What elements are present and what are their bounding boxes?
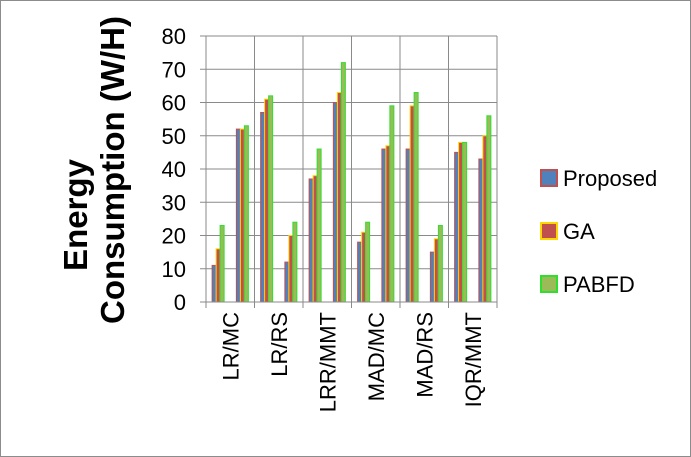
y-tick-label: 20 (162, 224, 186, 249)
y-tick-label: 30 (162, 190, 186, 215)
x-tick-label: IQR/MMT (461, 312, 486, 407)
bar-ga-iqr-mc (433, 238, 439, 303)
y-tick-label: 50 (162, 124, 186, 149)
bar-ga-iqr-mmt (458, 141, 464, 303)
bar-proposed-mad-mc (357, 241, 363, 303)
y-tick-label: 70 (162, 57, 186, 82)
bar-ga-mad-rs (409, 105, 415, 303)
legend-swatch-ga (540, 222, 558, 240)
y-tick-label: 0 (174, 290, 186, 315)
y-tick-label: 10 (162, 257, 186, 282)
legend-label-proposed: Proposed (563, 166, 657, 191)
x-tick-label: LRR/MMT (315, 312, 340, 412)
bar-proposed-mad-mu (332, 102, 338, 303)
bar-ga-lr-mc (215, 248, 221, 303)
bar-ga-lr-rs (264, 98, 270, 303)
bar-ga-lrr-mmt (312, 175, 318, 303)
bar-proposed-lr-rs (260, 111, 266, 303)
x-tick-label: MAD/MC (364, 312, 389, 401)
y-tick-label: 80 (162, 24, 186, 49)
bar-ga-lr-mu (239, 128, 245, 303)
bar-proposed-iqr-rs (478, 158, 484, 303)
bar-proposed-lr-mc (211, 264, 217, 303)
bar-pabfd-iqr-mmt (462, 141, 468, 303)
bar-pabfd-iqr-mc (437, 225, 443, 303)
legend-swatch-pabfd (540, 275, 558, 293)
bar-proposed-mad-rs (405, 148, 411, 303)
bar-pabfd-lrr-mmt (316, 148, 322, 303)
bar-pabfd-lrr-mc (292, 221, 298, 303)
x-tick-label: MAD/RS (412, 312, 437, 398)
bar-proposed-lr-mu (235, 128, 241, 303)
bar-pabfd-lr-mu (243, 125, 249, 303)
bar-ga-mad-mmt (385, 145, 391, 303)
x-tick-label: LR/RS (267, 312, 292, 377)
x-tick-label: LR/MC (218, 312, 243, 381)
bar-proposed-mad-mmt (381, 148, 387, 303)
legend-label-pabfd: PABFD (563, 272, 635, 297)
y-tick-label: 40 (162, 157, 186, 182)
bar-proposed-iqr-mc (429, 251, 435, 303)
bar-proposed-lrr-mmt (308, 178, 314, 303)
bar-pabfd-mad-mc (365, 221, 371, 303)
bar-pabfd-lr-mc (219, 225, 225, 303)
legend-swatch-proposed (540, 169, 558, 187)
bar-ga-mad-mc (361, 231, 367, 303)
bar-proposed-lrr-mc (284, 261, 290, 303)
bar-pabfd-iqr-rs (486, 115, 492, 303)
bar-pabfd-mad-mmt (389, 105, 395, 303)
bar-pabfd-lr-rs (268, 95, 274, 303)
bar-ga-lrr-mc (288, 235, 294, 303)
bar-ga-iqr-rs (482, 135, 488, 303)
bar-pabfd-mad-rs (413, 92, 419, 303)
y-tick-label: 60 (162, 91, 186, 116)
bar-pabfd-mad-mu (340, 62, 346, 303)
legend-label-ga: GA (563, 219, 595, 244)
bar-ga-mad-mu (336, 92, 342, 303)
bar-proposed-iqr-mmt (454, 151, 460, 303)
